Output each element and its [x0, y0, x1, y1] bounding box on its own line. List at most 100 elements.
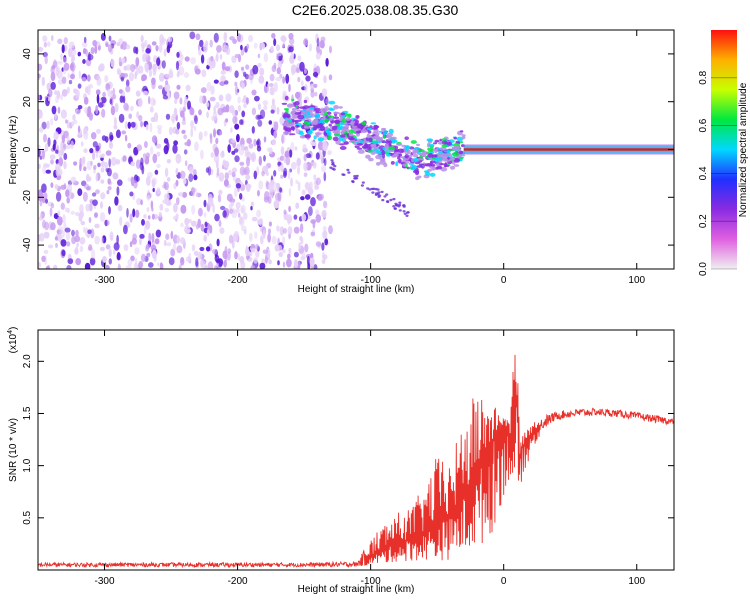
- noise-cell: [161, 37, 167, 43]
- noise-cell: [38, 127, 44, 133]
- trail-cell: [332, 168, 336, 171]
- noise-cell: [176, 245, 183, 254]
- noise-cell: [200, 54, 205, 64]
- trail-cell: [389, 198, 393, 202]
- noise-cell: [70, 176, 77, 184]
- noise-cell: [310, 219, 317, 224]
- noise-cell: [155, 143, 162, 149]
- noise-cell: [189, 166, 194, 174]
- noise-cell: [84, 262, 91, 269]
- noise-cell: [269, 83, 274, 87]
- scintillation-cell: [305, 126, 312, 129]
- noise-cell: [38, 262, 41, 268]
- noise-cell: [183, 178, 187, 185]
- noise-cell: [81, 157, 85, 167]
- noise-cell: [154, 238, 160, 245]
- scintillation-cell: [396, 143, 403, 146]
- noise-cell: [306, 255, 310, 266]
- noise-cell: [164, 207, 170, 213]
- noise-cell: [303, 172, 308, 177]
- noise-cell: [156, 187, 161, 195]
- y-tick-label: -20: [22, 190, 33, 205]
- scintillation-cell: [386, 135, 392, 139]
- noise-cell: [165, 80, 169, 86]
- scintillation-cell: [434, 139, 440, 143]
- noise-cell: [82, 59, 86, 64]
- noise-cell: [325, 98, 330, 105]
- noise-cell: [322, 251, 325, 258]
- trail-cell: [403, 212, 407, 215]
- noise-cell: [279, 187, 283, 193]
- noise-cell: [173, 91, 180, 100]
- noise-cell: [94, 223, 100, 229]
- scintillation-cell: [375, 132, 380, 137]
- noise-cell: [102, 256, 107, 263]
- noise-cell: [136, 144, 142, 152]
- noise-cell: [83, 36, 87, 44]
- noise-cell: [193, 250, 199, 256]
- scintillation-cell: [313, 107, 321, 112]
- x-tick-label: -300: [95, 275, 115, 286]
- scintillation-cell: [370, 122, 377, 125]
- noise-cell: [143, 153, 146, 162]
- noise-cell: [286, 214, 293, 224]
- scintillation-cell: [383, 131, 386, 135]
- noise-cell: [191, 244, 196, 252]
- noise-cell: [110, 58, 115, 68]
- noise-cell: [92, 151, 96, 161]
- noise-cell: [42, 35, 48, 42]
- noise-cell: [130, 161, 135, 167]
- noise-cell: [45, 169, 52, 174]
- noise-cell: [87, 185, 92, 191]
- noise-cell: [276, 44, 280, 52]
- noise-cell: [108, 131, 114, 142]
- noise-cell: [89, 257, 96, 266]
- noise-cell: [73, 161, 78, 166]
- scintillation-cell: [372, 140, 378, 145]
- noise-cell: [246, 43, 250, 50]
- trail-cell: [330, 159, 334, 162]
- noise-cell: [215, 54, 219, 62]
- trail-cell: [372, 187, 376, 190]
- trail-cell: [402, 204, 406, 207]
- noise-cell: [74, 107, 78, 114]
- scintillation-cell: [388, 128, 394, 134]
- noise-cell: [149, 106, 154, 113]
- noise-cell: [41, 183, 47, 193]
- noise-cell: [152, 187, 155, 193]
- noise-cell: [124, 121, 128, 130]
- noise-cell: [151, 177, 158, 186]
- noise-cell: [68, 188, 72, 199]
- noise-cell: [38, 63, 43, 71]
- scintillation-cell: [411, 164, 417, 170]
- noise-cell: [249, 232, 253, 242]
- noise-cell: [164, 167, 169, 178]
- noise-cell: [143, 226, 147, 235]
- noise-cell: [248, 73, 254, 81]
- noise-cell: [248, 143, 254, 149]
- scintillation-cell: [299, 106, 307, 109]
- trail-cell: [366, 187, 370, 190]
- noise-cell: [231, 171, 236, 178]
- noise-cell: [148, 69, 153, 78]
- scintillation-cell: [294, 112, 301, 115]
- noise-cell: [97, 102, 104, 108]
- noise-cell: [210, 152, 214, 158]
- noise-cell: [222, 250, 228, 259]
- noise-cell: [114, 102, 119, 113]
- noise-cell: [50, 202, 55, 209]
- noise-cell: [166, 44, 171, 54]
- scintillation-cell: [406, 149, 411, 154]
- scintillation-cell: [339, 122, 345, 126]
- noise-cell: [68, 41, 75, 49]
- noise-cell: [273, 170, 277, 177]
- noise-cell: [108, 35, 112, 42]
- noise-cell: [190, 186, 195, 197]
- noise-cell: [227, 251, 231, 261]
- noise-cell: [132, 233, 137, 241]
- noise-cell: [100, 179, 105, 184]
- noise-cell: [70, 210, 76, 215]
- noise-cell: [129, 191, 134, 197]
- noise-cell: [239, 161, 245, 166]
- scintillation-cell: [296, 109, 301, 112]
